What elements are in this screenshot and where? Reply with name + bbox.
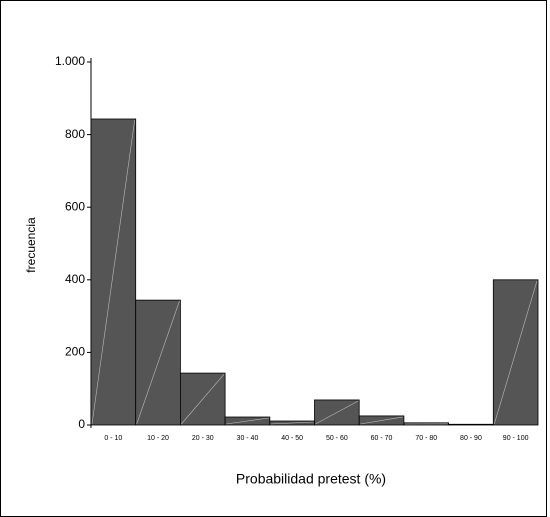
y-tick-label: 0 [78, 417, 85, 431]
x-tick-label: 60 - 70 [371, 435, 393, 442]
bar-highlight [136, 301, 180, 425]
x-tick-label: 10 - 20 [147, 435, 169, 442]
bar-highlight [226, 417, 269, 425]
y-tick-label: 400 [65, 272, 85, 286]
bar-highlight [360, 416, 403, 425]
x-tick-label: 40 - 50 [281, 435, 303, 442]
bar-highlight [315, 400, 359, 425]
y-tick-label: 1.000 [55, 54, 85, 68]
x-tick-label: 50 - 60 [326, 435, 348, 442]
x-tick-label: 30 - 40 [237, 435, 259, 442]
x-axis-label: Probabilidad pretest (%) [236, 471, 386, 487]
x-tick-label: 80 - 90 [460, 435, 482, 442]
bar [448, 423, 494, 426]
bar-highlight [494, 280, 538, 425]
y-tick-label: 600 [65, 199, 85, 213]
x-tick-label: 20 - 30 [192, 435, 214, 442]
bar-highlight [270, 421, 314, 425]
y-tick-label: 800 [65, 127, 85, 141]
x-tick-label: 0 - 10 [104, 435, 122, 442]
y-axis-label: frecuencia [24, 217, 38, 273]
x-tick-label: 70 - 80 [415, 435, 437, 442]
y-tick-label: 200 [65, 345, 85, 359]
bar-highlight [91, 119, 135, 425]
bar-highlight [181, 373, 225, 425]
x-tick-label: 90 - 100 [503, 435, 529, 442]
